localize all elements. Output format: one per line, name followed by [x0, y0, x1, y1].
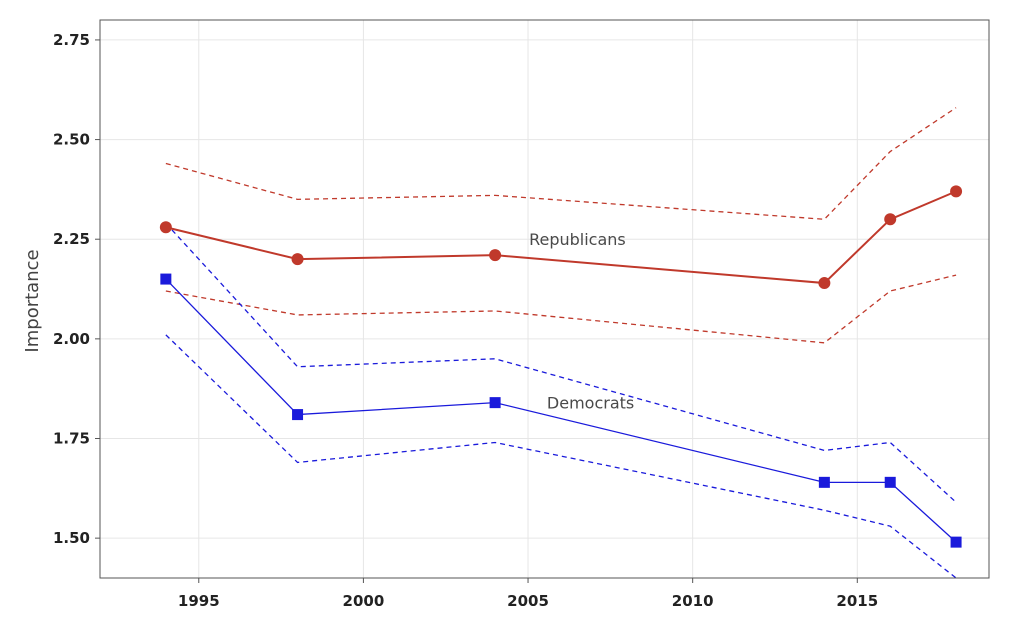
x-tick-label: 2010 — [672, 592, 714, 610]
gridlines — [100, 20, 989, 578]
republicans-point — [159, 221, 172, 234]
democrats-line — [165, 278, 957, 543]
y-tick-label: 2.25 — [53, 230, 90, 248]
x-tick-label: 2000 — [343, 592, 385, 610]
y-axis-ticks: 1.50 1.75 2.00 2.25 2.50 2.75 — [53, 31, 100, 547]
republicans-point — [950, 185, 963, 198]
democrats-ci-upper-line — [165, 222, 957, 503]
data-points — [159, 185, 963, 548]
democrats-point — [160, 273, 172, 285]
y-axis-title: Importance — [22, 249, 43, 352]
x-tick-label: 2005 — [507, 592, 549, 610]
x-tick-label: 2015 — [836, 592, 878, 610]
series-lines — [165, 190, 957, 543]
republicans-line — [165, 190, 957, 285]
democrats-point — [884, 476, 896, 488]
y-tick-label: 1.50 — [53, 529, 90, 547]
y-tick-label: 2.50 — [53, 131, 90, 149]
series-annotations: Republicans Democrats — [529, 230, 634, 412]
democrats-point — [818, 476, 830, 488]
democrats-label: Democrats — [547, 394, 634, 413]
republicans-ci-lower-line — [165, 274, 957, 344]
y-tick-label: 2.00 — [53, 330, 90, 348]
republicans-point — [818, 277, 831, 290]
republicans-point — [489, 249, 502, 262]
x-axis-ticks: 1995 2000 2005 2010 2015 — [178, 578, 878, 610]
republicans-point — [884, 213, 897, 226]
democrats-point — [489, 397, 501, 409]
x-tick-label: 1995 — [178, 592, 220, 610]
republicans-label: Republicans — [529, 230, 626, 249]
republicans-point — [291, 253, 304, 266]
republicans-ci-upper-line — [165, 107, 957, 220]
democrats-point — [292, 409, 304, 421]
confidence-bands — [165, 107, 957, 579]
democrats-point — [950, 536, 962, 548]
y-tick-label: 1.75 — [53, 430, 90, 448]
plot-frame — [99, 19, 990, 579]
y-tick-label: 2.75 — [53, 31, 90, 49]
democrats-ci-lower-line — [165, 334, 957, 579]
